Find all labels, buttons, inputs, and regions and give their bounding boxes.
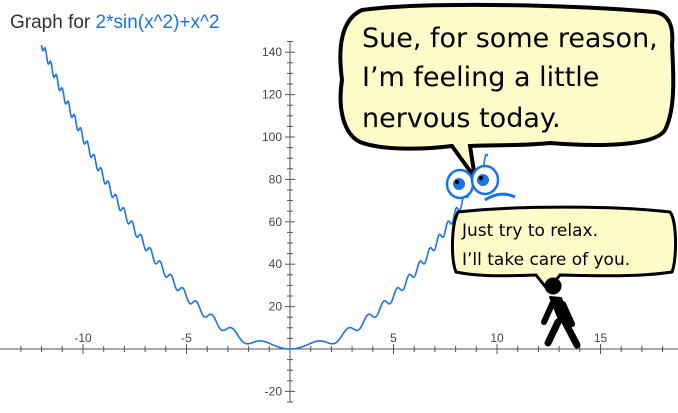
x-tick-label: 15 — [594, 331, 608, 345]
bubble-top-line-3: nervous today. — [362, 103, 561, 134]
speech-bubble-top: Sue, for some reason, I’m feeling a litt… — [338, 2, 676, 180]
title-function: 2*sin(x^2)+x^2 — [95, 12, 220, 33]
tick-labels: -10 -5 5 10 15 -20 20 40 60 80 100 120 140 — [74, 45, 607, 398]
walking-person-icon — [541, 277, 581, 349]
y-tick-label: 140 — [262, 45, 282, 59]
bubble-top-line-1: Sue, for some reason, — [362, 23, 658, 54]
y-tick-label: 60 — [269, 215, 283, 229]
x-tick-label: 5 — [390, 331, 397, 345]
function-curve — [40, 45, 489, 350]
speech-bubble-bottom-shape — [451, 205, 677, 293]
speech-bubble-bottom: Just try to relax. I’ll take care of you… — [451, 205, 677, 293]
bubble-bottom-line-1: Just try to relax. — [461, 221, 598, 241]
y-tick-label: 120 — [262, 88, 282, 102]
y-tick-label: 40 — [269, 257, 283, 271]
y-tick-label: 80 — [269, 172, 283, 186]
svg-text:Sue, for some reason, I’: Sue, for some reason, I’m feeling a litt… — [362, 23, 666, 134]
y-tick-label: 20 — [269, 300, 283, 314]
x-tick-label: 10 — [490, 331, 504, 345]
title-prefix: Graph for — [10, 12, 91, 33]
svg-text:Just try to relax. I’ll: Just try to relax. I’ll take care of you… — [461, 221, 630, 270]
bubble-bottom-line-2: I’ll take care of you. — [462, 250, 630, 270]
graph-title: Graph for 2*sin(x^2)+x^2 — [10, 12, 220, 34]
y-tick-label: 100 — [262, 130, 282, 144]
bubble-top-line-2: I’m feeling a little — [362, 62, 599, 93]
googly-eyes-icon — [445, 164, 516, 202]
speech-bubble-top-shape — [338, 2, 676, 180]
x-tick-label: -5 — [181, 331, 192, 345]
axis-ticks — [20, 41, 664, 403]
y-tick-label: -20 — [265, 384, 283, 398]
x-tick-label: -10 — [74, 331, 92, 345]
